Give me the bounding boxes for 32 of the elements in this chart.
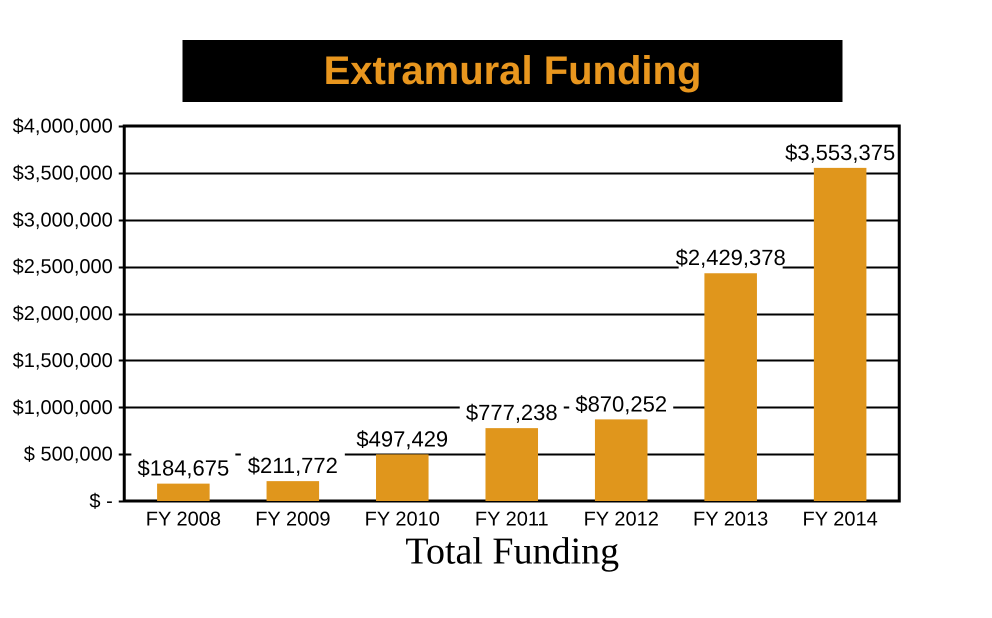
y-tick-label: $ 500,000 (24, 444, 113, 466)
y-tick-label: $1,000,000 (12, 396, 113, 419)
x-axis-title: Total Funding (405, 530, 620, 572)
bar (157, 484, 210, 501)
bar (704, 273, 757, 501)
x-tick-label: FY 2012 (584, 508, 659, 530)
data-label: $184,675 (137, 456, 230, 481)
bar (594, 419, 648, 501)
x-tick-label: FY 2011 (474, 508, 549, 530)
data-label: $3,553,375 (785, 140, 896, 165)
y-tick-label: $4,000,000 (12, 116, 113, 138)
bar (376, 454, 429, 501)
data-label: $870,252 (575, 391, 668, 416)
y-tick-label: $2,500,000 (12, 256, 113, 278)
data-label: $211,772 (248, 453, 338, 478)
bar (814, 168, 866, 501)
data-label: $497,429 (356, 426, 448, 452)
y-tick-label: $3,500,000 (12, 162, 113, 184)
bar (485, 428, 538, 501)
y-tick-label: $2,000,000 (12, 303, 113, 325)
data-label: $777,238 (466, 400, 558, 426)
x-tick-label: FY 2010 (364, 508, 440, 530)
y-tick-label: $1,500,000 (12, 350, 113, 372)
bar (266, 481, 320, 501)
x-tick-label: FY 2009 (255, 508, 330, 530)
y-tick-label: $ - (89, 490, 113, 512)
x-tick-label: FY 2008 (146, 508, 221, 530)
y-tick-label: $3,000,000 (12, 209, 113, 232)
x-tick-label: FY 2013 (693, 508, 768, 530)
data-label: $2,429,378 (676, 245, 786, 270)
x-tick-label: FY 2014 (802, 508, 878, 530)
chart-title: Extramural Funding (324, 49, 702, 93)
